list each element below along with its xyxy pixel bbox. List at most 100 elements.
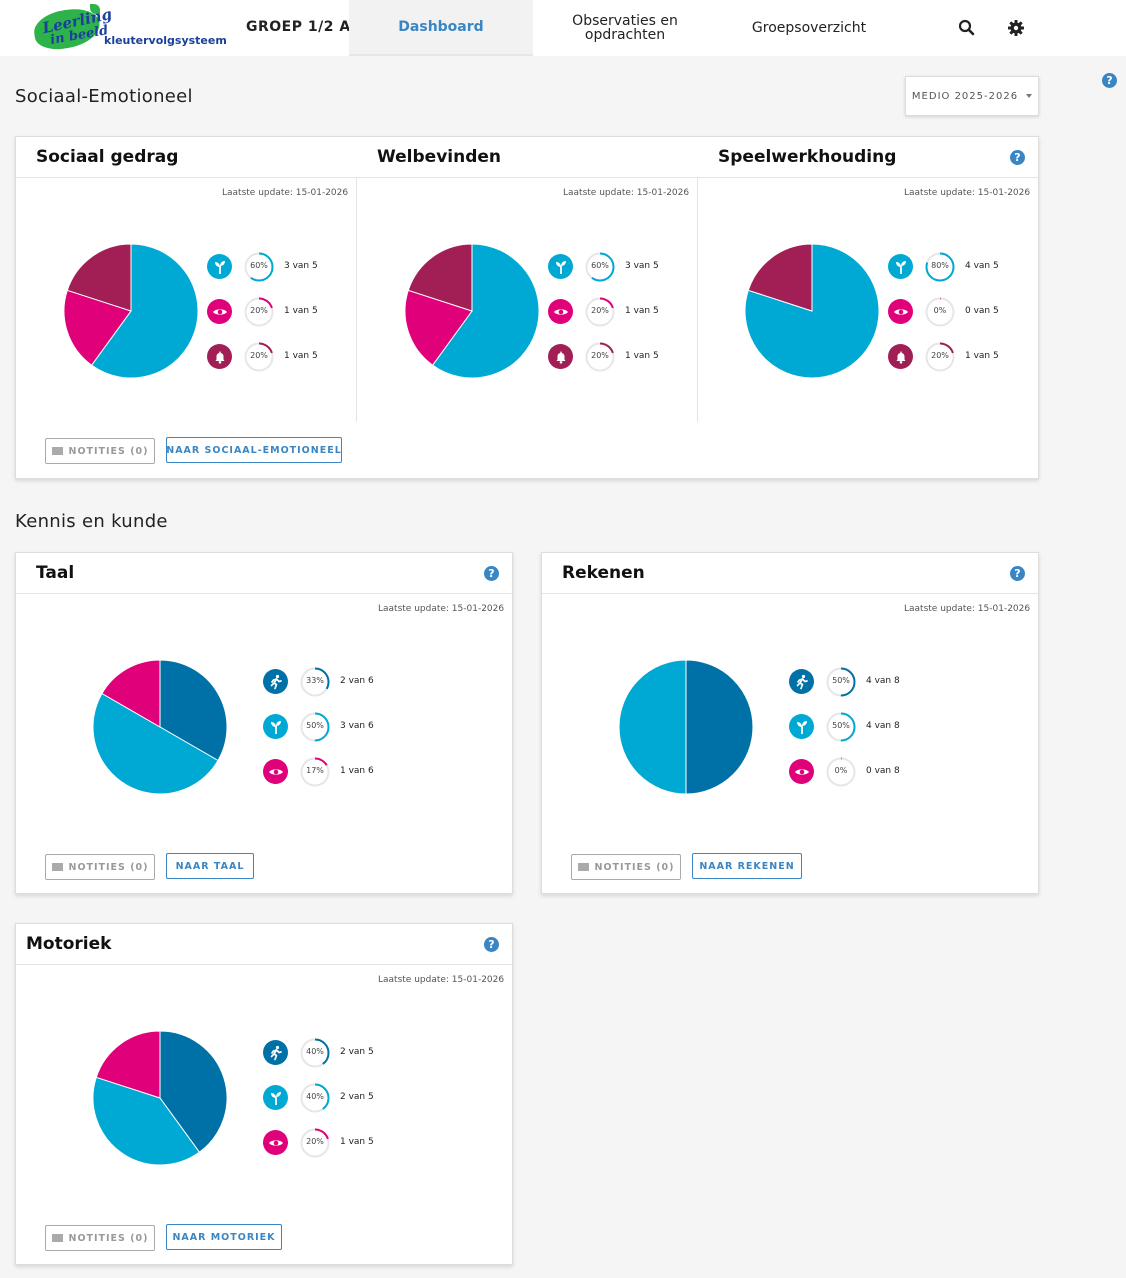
legend-percentage: 40% [306,1092,324,1101]
plant-icon [548,254,573,279]
naar-rekenen-button[interactable]: NAAR REKENEN [692,853,802,879]
legend-row-eye: 0% 0 van 5 [888,297,1028,329]
tab-groepsoverzicht[interactable]: Groepsoverzicht [751,20,867,36]
pie-slice-plant [431,243,540,379]
progress-ring [300,667,330,697]
notities-button[interactable]: NOTITIES (0) [45,854,155,880]
pie-slice-eye [95,1030,161,1099]
bell-icon [888,344,913,369]
last-update: Laatste update: 15-01-2026 [904,188,1031,198]
legend-percentage: 20% [591,306,609,315]
progress-ring [244,342,274,372]
progress-ring [826,757,856,787]
legend-count: 1 van 5 [284,306,318,316]
bell-icon [548,344,573,369]
card-title-sociaal-gedrag: Sociaal gedrag [36,147,179,167]
help-icon[interactable]: ? [484,937,499,952]
progress-ring [244,297,274,327]
progress-ring [585,297,615,327]
legend-count: 1 van 5 [625,306,659,316]
pie-slice-eye [101,659,161,728]
legend-percentage: 60% [591,261,609,270]
legend-count: 1 van 5 [284,351,318,361]
pie-slice-eye [63,289,132,366]
last-update: Laatste update: 15-01-2026 [222,188,349,198]
progress-ring [826,712,856,742]
notities-button[interactable]: NOTITIES (0) [45,1225,155,1251]
legend-row-running: 40% 2 van 5 [263,1038,403,1070]
help-icon[interactable]: ? [1010,566,1025,581]
legend-row-eye: 0% 0 van 8 [789,757,929,789]
help-icon[interactable]: ? [484,566,499,581]
card-title-motoriek: Motoriek [26,934,112,954]
legend-count: 4 van 5 [965,261,999,271]
pie-slice-bell [747,243,813,312]
legend-percentage: 0% [933,306,947,315]
naar-motoriek-button[interactable]: NAAR MOTORIEK [166,1224,282,1250]
legend-percentage: 33% [306,676,324,685]
logo-leaf-icon [90,4,100,14]
legend-count: 1 van 5 [965,351,999,361]
plant-icon [888,254,913,279]
legend-row-plant: 50% 3 van 6 [263,712,403,744]
legend-count: 4 van 8 [866,676,900,686]
envelope-icon [577,863,589,871]
legend-row-eye: 20% 1 van 5 [548,297,688,329]
pie-slice-eye [404,289,473,366]
last-update: Laatste update: 15-01-2026 [904,604,1031,614]
pie-slice-plant [744,243,880,379]
progress-ring [826,667,856,697]
tab-dashboard[interactable]: Dashboard [349,0,533,56]
gear-icon[interactable] [1005,17,1027,39]
period-dropdown[interactable]: MEDIO 2025-2026 [905,76,1039,116]
notities-button[interactable]: NOTITIES (0) [45,438,155,464]
app-logo[interactable]: Leerling in beeld kleutervolgsysteem [30,4,227,53]
last-update: Laatste update: 15-01-2026 [378,975,505,985]
naar-sociaal-emotioneel-button[interactable]: NAAR SOCIAAL-EMOTIONEEL [166,437,342,463]
eye-icon [263,1130,288,1155]
legend-percentage: 20% [931,351,949,360]
eye-icon [207,299,232,324]
legend-row-running: 33% 2 van 6 [263,667,403,699]
legend-percentage: 50% [832,676,850,685]
pie-slice-plant [618,659,687,795]
eye-icon [548,299,573,324]
bell-icon [207,344,232,369]
progress-ring [300,1038,330,1068]
group-selector[interactable]: GROEP 1/2 A [246,19,351,35]
section-title-kennis: Kennis en kunde [15,511,168,532]
legend-count: 1 van 6 [340,766,374,776]
tab-observaties[interactable]: Observaties en opdrachten [572,13,678,43]
progress-ring [244,252,274,282]
legend-row-eye: 17% 1 van 6 [263,757,403,789]
search-icon[interactable] [956,17,978,39]
legend-percentage: 80% [931,261,949,270]
card-motoriek: Motoriek ? Laatste update: 15-01-2026 NO… [15,923,513,1265]
progress-ring [300,757,330,787]
legend-count: 4 van 8 [866,721,900,731]
legend-row-plant: 60% 3 van 5 [548,252,688,284]
pie-slice-running [159,1030,228,1153]
pie-chart [618,659,754,795]
envelope-icon [51,1234,63,1242]
legend-percentage: 40% [306,1047,324,1056]
naar-taal-button[interactable]: NAAR TAAL [166,853,254,879]
plant-icon [789,714,814,739]
legend-count: 3 van 6 [340,721,374,731]
progress-ring [585,342,615,372]
pie-chart [92,1030,228,1166]
help-icon[interactable]: ? [1010,150,1025,165]
card-rekenen: Rekenen ? Laatste update: 15-01-2026 NOT… [541,552,1039,894]
legend-row-plant: 40% 2 van 5 [263,1083,403,1115]
progress-ring [925,342,955,372]
legend-count: 0 van 5 [965,306,999,316]
notities-button[interactable]: NOTITIES (0) [571,854,681,880]
progress-ring [300,1083,330,1113]
progress-ring [925,252,955,282]
pie-chart [404,243,540,379]
legend-row-plant: 60% 3 van 5 [207,252,347,284]
column-divider [356,178,357,422]
logo-subtitle: kleutervolgsysteem [104,34,227,47]
progress-ring [585,252,615,282]
page-help-icon[interactable]: ? [1102,73,1117,88]
